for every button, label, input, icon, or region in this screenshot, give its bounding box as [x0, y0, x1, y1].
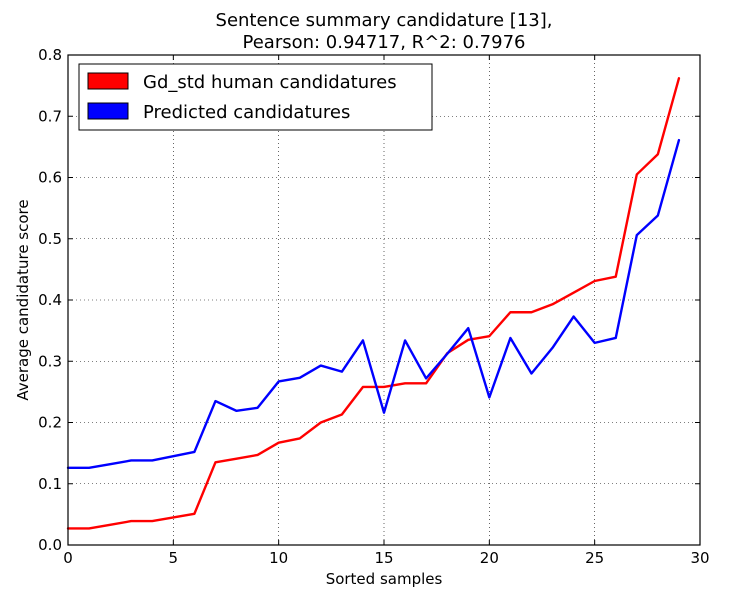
y-axis-label: Average candidature score: [14, 199, 32, 400]
chart-title: Sentence summary candidature [13],: [216, 10, 553, 31]
y-tick-label: 0.4: [38, 291, 62, 309]
y-tick-label: 0.2: [38, 414, 62, 432]
x-tick-label: 10: [269, 549, 288, 567]
y-tick-label: 0.6: [38, 169, 62, 187]
legend-frame: [78, 63, 433, 131]
y-tick-label: 0.0: [38, 536, 62, 554]
x-tick-label: 25: [585, 549, 604, 567]
legend-swatch-gold: [87, 72, 129, 90]
series-line-gold-standard: [66, 77, 681, 530]
legend-label-gold: Gd_std human candidatures: [143, 72, 397, 93]
legend: Gd_std human candidatures Predicted cand…: [78, 63, 433, 131]
x-tick-label: 20: [480, 549, 499, 567]
x-tick-label: 15: [374, 549, 393, 567]
y-tick-label: 0.8: [38, 46, 62, 64]
y-tick-labels: 0.0 0.1 0.2 0.3 0.4 0.5 0.6 0.7 0.8: [38, 46, 62, 554]
y-tick-label: 0.3: [38, 352, 62, 370]
x-axis-label: Sorted samples: [326, 570, 443, 588]
x-tick-label: 0: [63, 549, 73, 567]
y-tick-label: 0.5: [38, 230, 62, 248]
legend-label-predicted: Predicted candidatures: [143, 102, 350, 123]
series-lines: [66, 77, 681, 530]
x-tick-label: 5: [169, 549, 179, 567]
y-tick-label: 0.1: [38, 475, 62, 493]
plot-frame: [67, 54, 701, 546]
series-line-predicted: [66, 138, 681, 470]
legend-swatch-predicted: [87, 102, 129, 120]
y-tick-label: 0.7: [38, 107, 62, 125]
x-tick-label: 30: [690, 549, 709, 567]
x-tick-labels: 0 5 10 15 20 25 30: [63, 549, 709, 567]
chart-subtitle: Pearson: 0.94717, R^2: 0.7976: [243, 32, 526, 53]
